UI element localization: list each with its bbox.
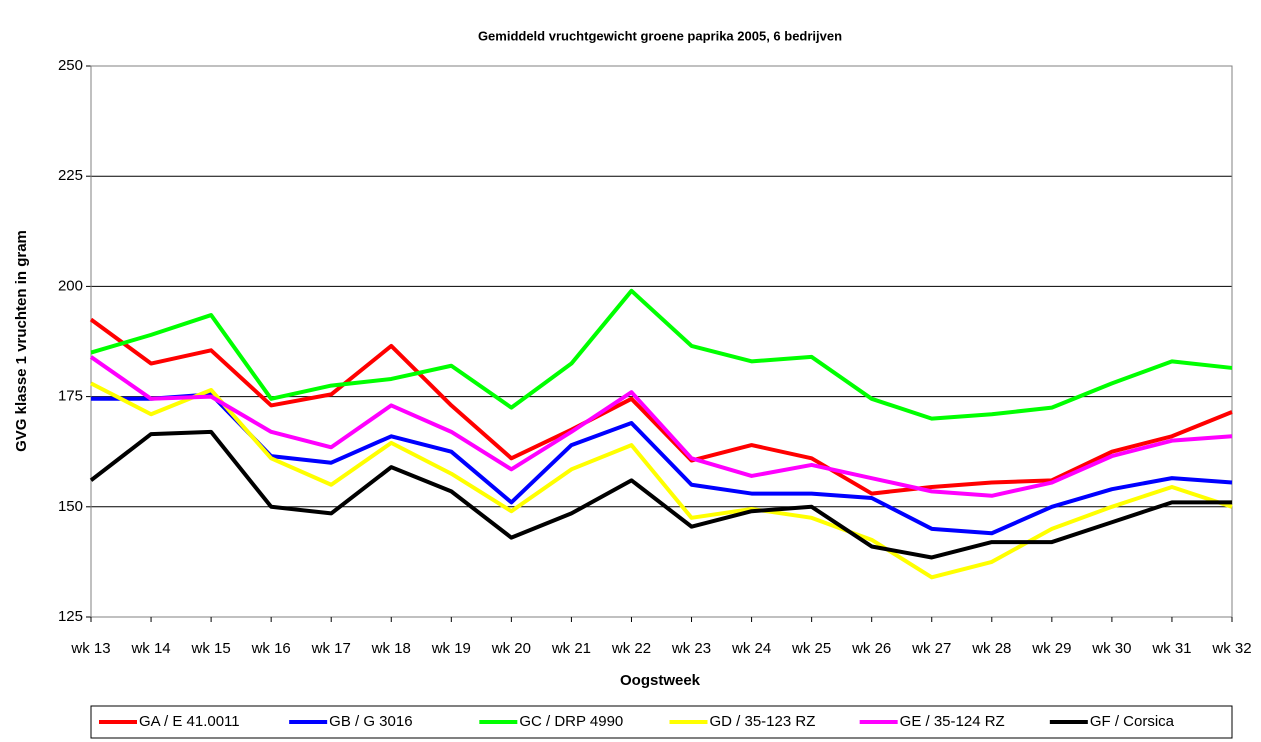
x-tick-label: wk 13 xyxy=(70,640,110,657)
x-tick-label: wk 20 xyxy=(491,640,531,657)
plot-area xyxy=(90,65,1233,618)
legend-box xyxy=(90,705,1233,739)
x-tick-label: wk 30 xyxy=(1091,640,1131,657)
legend-label: GC / DRP 4990 xyxy=(519,713,623,730)
series-line xyxy=(89,355,1233,498)
legend-label: GE / 35-124 RZ xyxy=(900,713,1005,730)
legend-label: GA / E 41.0011 xyxy=(139,713,240,730)
chart-title: Gemiddeld vruchtgewicht groene paprika 2… xyxy=(478,28,842,43)
x-axis-label: Oogstweek xyxy=(620,672,701,689)
x-tick-label: wk 22 xyxy=(611,640,651,657)
series-line xyxy=(90,288,1233,421)
x-tick-label: wk 16 xyxy=(251,640,291,657)
y-tick-label: 200 xyxy=(58,277,83,294)
series-line xyxy=(90,381,1233,580)
x-tick-label: wk 18 xyxy=(371,640,411,657)
legend-label: GB / G 3016 xyxy=(329,713,412,730)
x-tick-label: wk 27 xyxy=(911,640,951,657)
x-tick-label: wk 29 xyxy=(1031,640,1071,657)
y-tick-label: 125 xyxy=(58,608,83,625)
x-tick-label: wk 23 xyxy=(671,640,711,657)
series-line xyxy=(91,392,1233,536)
y-tick-label: 250 xyxy=(58,57,83,74)
legend-label: GF / Corsica xyxy=(1090,713,1175,730)
x-tick-label: wk 25 xyxy=(791,640,831,657)
x-tick-label: wk 14 xyxy=(130,640,170,657)
y-tick-label: 150 xyxy=(58,498,83,515)
x-tick-label: wk 32 xyxy=(1211,640,1251,657)
x-tick-label: wk 19 xyxy=(431,640,471,657)
y-axis-label: GVG klasse 1 vruchten in gram xyxy=(13,230,30,452)
y-tick-label: 175 xyxy=(58,388,83,405)
legend-label: GD / 35-123 RZ xyxy=(710,713,816,730)
x-tick-label: wk 17 xyxy=(311,640,351,657)
x-tick-label: wk 26 xyxy=(851,640,891,657)
x-tick-label: wk 24 xyxy=(731,640,771,657)
series-line xyxy=(89,317,1233,496)
x-tick-label: wk 21 xyxy=(551,640,591,657)
x-tick-label: wk 28 xyxy=(971,640,1011,657)
x-tick-label: wk 31 xyxy=(1151,640,1191,657)
series-line xyxy=(89,429,1232,560)
x-tick-label: wk 15 xyxy=(191,640,231,657)
y-tick-label: 225 xyxy=(58,167,83,184)
